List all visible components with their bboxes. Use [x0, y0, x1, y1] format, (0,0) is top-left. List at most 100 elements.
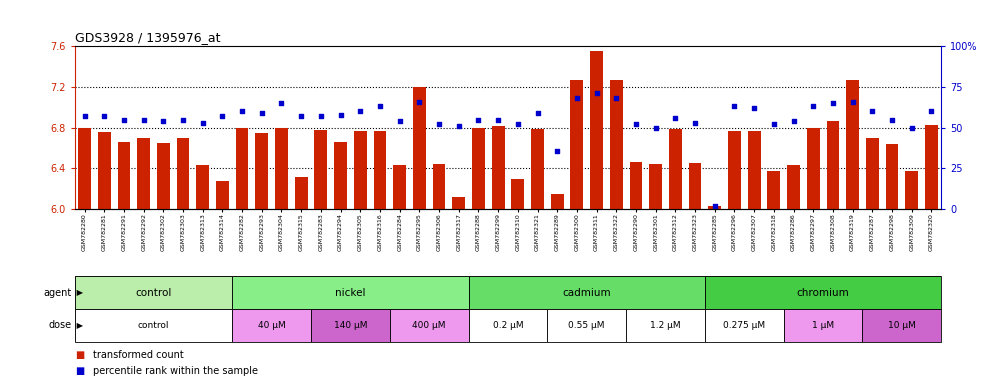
- Bar: [137, 138, 150, 209]
- Point: [451, 123, 467, 129]
- Text: 10 μM: 10 μM: [887, 321, 915, 330]
- Text: nickel: nickel: [336, 288, 366, 298]
- Point: [609, 95, 624, 101]
- Bar: [705, 309, 784, 342]
- Point: [372, 103, 387, 109]
- Bar: [232, 276, 468, 309]
- Bar: [176, 138, 189, 209]
- Bar: [885, 144, 898, 209]
- Bar: [413, 87, 425, 209]
- Point: [77, 113, 93, 119]
- Point: [353, 108, 369, 114]
- Point: [470, 116, 486, 122]
- Text: 0.55 μM: 0.55 μM: [569, 321, 605, 330]
- Point: [549, 147, 565, 154]
- Text: control: control: [137, 321, 169, 330]
- Text: agent: agent: [44, 288, 72, 298]
- Point: [746, 105, 762, 111]
- Text: 400 μM: 400 μM: [412, 321, 446, 330]
- Bar: [374, 131, 386, 209]
- Point: [766, 121, 782, 127]
- Bar: [311, 309, 389, 342]
- Text: 0.2 μM: 0.2 μM: [493, 321, 523, 330]
- Text: GDS3928 / 1395976_at: GDS3928 / 1395976_at: [75, 31, 220, 44]
- Text: chromium: chromium: [797, 288, 850, 298]
- Point: [667, 115, 683, 121]
- Point: [234, 108, 250, 114]
- Bar: [669, 129, 681, 209]
- Point: [116, 116, 131, 122]
- Point: [923, 108, 939, 114]
- Point: [786, 118, 802, 124]
- Point: [254, 110, 270, 116]
- Bar: [335, 142, 347, 209]
- Bar: [863, 309, 941, 342]
- Point: [569, 95, 585, 101]
- Bar: [591, 51, 603, 209]
- Bar: [452, 197, 465, 209]
- Point: [825, 100, 841, 106]
- Bar: [551, 194, 564, 209]
- Point: [333, 112, 349, 118]
- Bar: [626, 309, 705, 342]
- Bar: [492, 126, 505, 209]
- Bar: [866, 138, 878, 209]
- Point: [726, 103, 742, 109]
- Bar: [708, 206, 721, 209]
- Bar: [728, 131, 741, 209]
- Point: [274, 100, 290, 106]
- Point: [845, 99, 861, 105]
- Text: 1 μM: 1 μM: [812, 321, 834, 330]
- Point: [391, 118, 407, 124]
- Bar: [295, 177, 308, 209]
- Point: [865, 108, 880, 114]
- Text: ■: ■: [75, 366, 84, 376]
- Point: [293, 113, 309, 119]
- Point: [805, 103, 821, 109]
- Bar: [275, 128, 288, 209]
- Bar: [531, 129, 544, 209]
- Bar: [629, 162, 642, 209]
- Point: [195, 120, 211, 126]
- Text: percentile rank within the sample: percentile rank within the sample: [93, 366, 258, 376]
- Point: [490, 116, 506, 122]
- Bar: [925, 125, 938, 209]
- Text: ▶: ▶: [74, 321, 83, 330]
- Point: [589, 90, 605, 96]
- Bar: [768, 170, 780, 209]
- Bar: [571, 80, 584, 209]
- Bar: [688, 163, 701, 209]
- Point: [431, 121, 447, 127]
- Bar: [472, 128, 485, 209]
- Text: ▶: ▶: [74, 288, 83, 297]
- Bar: [196, 166, 209, 209]
- Point: [214, 113, 230, 119]
- Point: [97, 113, 113, 119]
- Text: 0.275 μM: 0.275 μM: [723, 321, 765, 330]
- Bar: [468, 276, 705, 309]
- Point: [647, 125, 663, 131]
- Point: [175, 116, 191, 122]
- Bar: [548, 309, 626, 342]
- Bar: [847, 80, 859, 209]
- Text: control: control: [135, 288, 171, 298]
- Bar: [118, 142, 130, 209]
- Bar: [432, 164, 445, 209]
- Text: 40 μM: 40 μM: [258, 321, 286, 330]
- Bar: [78, 128, 91, 209]
- Text: cadmium: cadmium: [563, 288, 612, 298]
- Point: [135, 116, 151, 122]
- Bar: [389, 309, 468, 342]
- Bar: [511, 179, 524, 209]
- Bar: [610, 80, 622, 209]
- Bar: [157, 143, 169, 209]
- Point: [628, 121, 644, 127]
- Point: [530, 110, 546, 116]
- Bar: [236, 128, 248, 209]
- Bar: [748, 131, 761, 209]
- Text: transformed count: transformed count: [93, 350, 183, 360]
- Bar: [315, 130, 328, 209]
- Bar: [75, 276, 232, 309]
- Bar: [807, 128, 820, 209]
- Bar: [784, 309, 863, 342]
